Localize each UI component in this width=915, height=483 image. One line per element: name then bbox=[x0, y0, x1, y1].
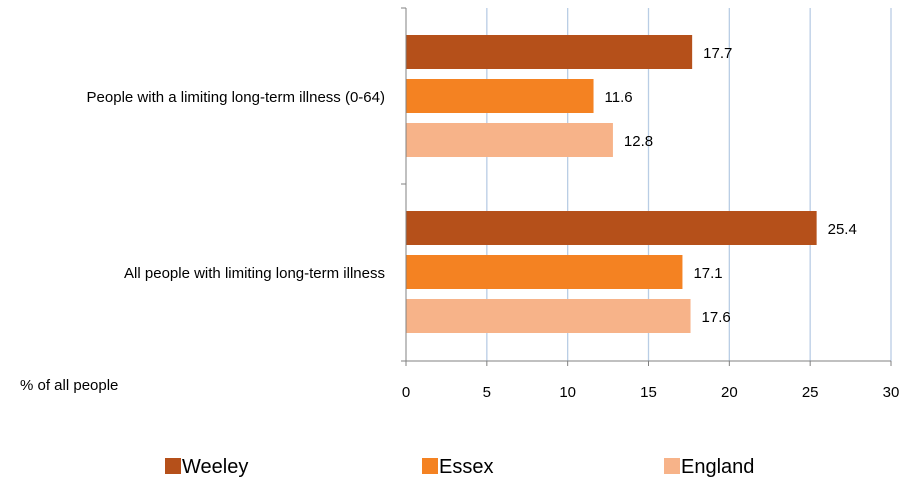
category-label: People with a limiting long-term illness… bbox=[87, 89, 385, 106]
labels: 0 5 10 15 20 25 30 17.7 11.6 12.8 People with a li… bbox=[87, 45, 900, 401]
bars bbox=[406, 35, 817, 333]
x-axis-title: % of all people bbox=[20, 377, 118, 394]
legend-item-essex: Essex bbox=[422, 456, 493, 478]
x-tick-label: 25 bbox=[802, 384, 819, 401]
legend: Weeley Essex England bbox=[165, 456, 754, 478]
data-label: 25.4 bbox=[828, 221, 857, 238]
bar-weeley bbox=[406, 211, 817, 245]
bar-essex bbox=[406, 255, 683, 289]
x-tick-label: 10 bbox=[559, 384, 576, 401]
data-label: 11.6 bbox=[605, 89, 633, 106]
x-tick-label: 20 bbox=[721, 384, 738, 401]
legend-swatch bbox=[422, 458, 438, 474]
legend-item-england: England bbox=[664, 456, 754, 478]
x-tick-label: 15 bbox=[640, 384, 657, 401]
data-label: 17.6 bbox=[702, 309, 731, 326]
data-label: 12.8 bbox=[624, 133, 653, 150]
legend-swatch bbox=[664, 458, 680, 474]
legend-swatch bbox=[165, 458, 181, 474]
axes bbox=[405, 8, 891, 362]
x-tick-label: 0 bbox=[402, 384, 410, 401]
data-label: 17.1 bbox=[693, 265, 722, 282]
legend-label: Essex bbox=[439, 456, 493, 478]
x-tick-label: 5 bbox=[483, 384, 491, 401]
bar-weeley bbox=[406, 35, 693, 69]
x-tick-label: 30 bbox=[883, 384, 900, 401]
category-label: All people with limiting long-term illne… bbox=[124, 265, 385, 282]
bar-essex bbox=[406, 79, 594, 113]
data-label: 17.7 bbox=[703, 45, 732, 62]
legend-item-weeley: Weeley bbox=[165, 456, 248, 478]
bar-england bbox=[406, 123, 613, 157]
legend-label: Weeley bbox=[182, 456, 248, 478]
legend-label: England bbox=[681, 456, 754, 478]
bar-england bbox=[406, 299, 691, 333]
